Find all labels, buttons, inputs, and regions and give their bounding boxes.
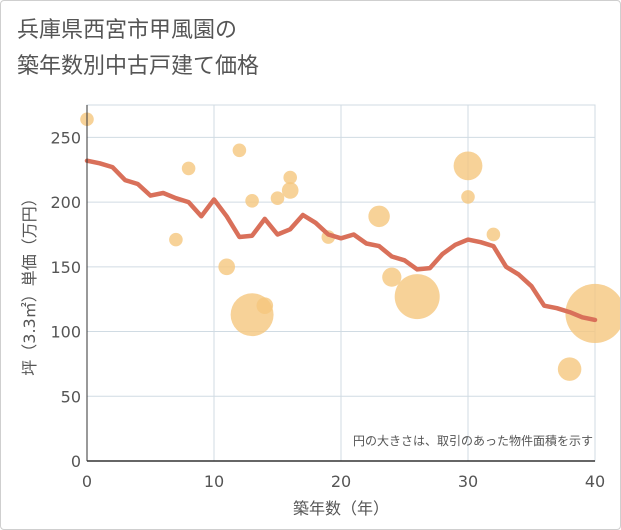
y-tick-label-100: 100 [50, 323, 81, 342]
x-tick-label-0: 0 [82, 472, 92, 491]
bubble-point-17 [486, 227, 501, 242]
y-tick-label-50: 50 [61, 387, 81, 406]
bubble-point-3 [218, 258, 236, 276]
bubble-point-19 [565, 283, 620, 344]
bubble-size-note: 円の大きさは、取引のあった物件面積を示す [353, 433, 593, 448]
bubble-point-15 [453, 151, 483, 181]
x-tick-label-20: 20 [331, 472, 351, 491]
bubble-point-6 [245, 194, 259, 208]
x-tick-label-40: 40 [585, 472, 605, 491]
bubble-series [80, 112, 620, 381]
grid-lines [86, 104, 596, 462]
bubble-point-7 [256, 297, 274, 314]
bubble-point-18 [557, 357, 582, 381]
x-axis-title: 築年数（年） [293, 499, 389, 518]
average-line-series [84, 158, 598, 323]
bubble-point-10 [283, 170, 297, 185]
tick-labels: 0 50 100 150 200 250 0 10 20 30 40 [50, 128, 605, 491]
bubble-point-8 [270, 191, 285, 205]
bubble-point-9 [281, 182, 299, 199]
y-tick-label-200: 200 [50, 193, 81, 212]
chart-title-line-2: 築年数別中古戸建て価格 [17, 54, 260, 79]
bubble-point-16 [461, 190, 475, 204]
bubble-point-4 [232, 143, 247, 158]
bubble-point-12 [368, 205, 390, 228]
x-tick-label-30: 30 [458, 472, 478, 491]
y-tick-label-250: 250 [50, 128, 81, 147]
y-axis-title: 坪（3.3㎡）単価（万円） [20, 190, 39, 375]
y-tick-label-0: 0 [71, 452, 81, 471]
chart-title-line-1: 兵庫県西宮市甲風園の [17, 18, 238, 43]
bubble-point-13 [382, 267, 402, 287]
bubble-point-2 [181, 161, 196, 176]
x-tick-label-10: 10 [204, 472, 224, 491]
axes [86, 105, 595, 462]
y-tick-label-150: 150 [50, 258, 81, 277]
bubble-point-14 [394, 274, 440, 320]
average-price-line [84, 158, 598, 323]
chart-title: 兵庫県西宮市甲風園の 築年数別中古戸建て価格 [17, 13, 259, 85]
bubble-point-1 [169, 232, 183, 247]
